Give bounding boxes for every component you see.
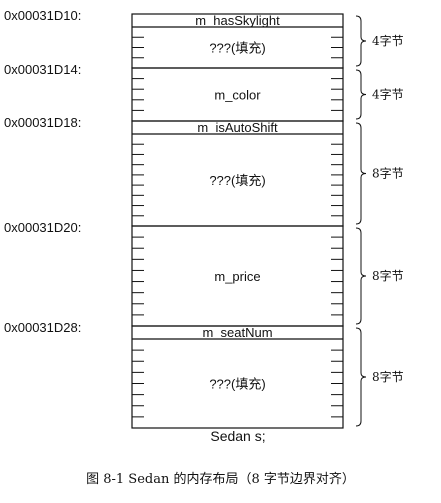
- size-brace: [355, 15, 367, 67]
- memory-cell: [131, 325, 344, 429]
- size-brace: [355, 122, 367, 225]
- row-address: 0x00031D20:: [4, 220, 81, 235]
- object-label: Sedan s;: [210, 428, 265, 444]
- size-label: 8字节: [372, 268, 404, 283]
- field-label: ???(填充): [209, 41, 265, 56]
- field-label: m_isAutoShift: [197, 120, 278, 135]
- field-label: ???(填充): [209, 377, 265, 392]
- field-label: ???(填充): [209, 173, 265, 188]
- row-address: 0x00031D18:: [4, 115, 81, 130]
- size-label: 4字节: [372, 33, 404, 48]
- size-label: 4字节: [372, 87, 404, 102]
- row-address: 0x00031D14:: [4, 62, 81, 77]
- field-label: m_hasSkylight: [195, 13, 280, 28]
- size-brace: [355, 227, 367, 325]
- field-label: m_seatNum: [202, 325, 272, 340]
- row-address: 0x00031D28:: [4, 320, 81, 335]
- size-brace: [355, 69, 367, 120]
- field-label: m_price: [214, 269, 260, 284]
- size-label: 8字节: [372, 166, 404, 181]
- size-brace: [355, 327, 367, 427]
- figure-caption: 图 8-1 Sedan 的内存布局（8 字节边界对齐）: [86, 472, 355, 487]
- field-label: m_color: [214, 88, 261, 103]
- size-label: 8字节: [372, 369, 404, 384]
- row-address: 0x00031D10:: [4, 8, 81, 23]
